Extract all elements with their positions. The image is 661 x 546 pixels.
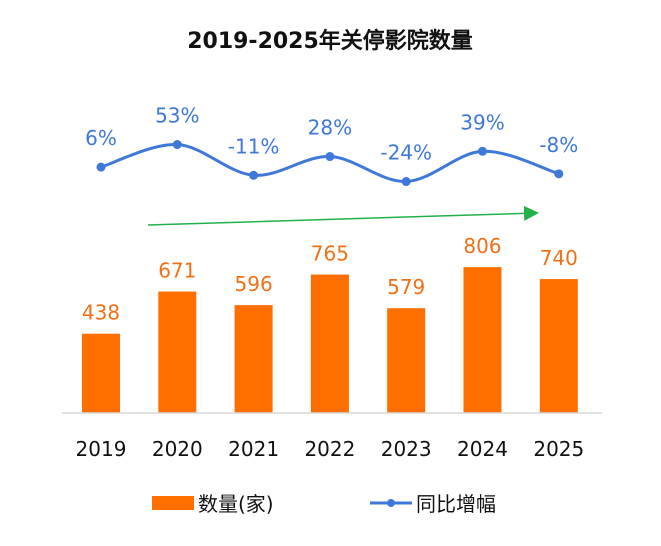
yoy-line-series: 6% 53% -11% 28% -24% 39% -8% — [85, 104, 578, 187]
x-tick-2021: 2021 — [228, 437, 279, 461]
legend-line-label: 同比增幅 — [416, 492, 496, 516]
yoy-label-2022: 28% — [308, 116, 352, 140]
bar-value-label-2020: 671 — [158, 259, 196, 283]
yoy-point-2023 — [401, 177, 411, 187]
x-tick-2024: 2024 — [457, 437, 508, 461]
x-tick-2023: 2023 — [381, 437, 432, 461]
legend: 数量(家) 同比增幅 — [152, 492, 496, 516]
yoy-label-2025: -8% — [539, 133, 578, 157]
x-tick-2020: 2020 — [152, 437, 203, 461]
yoy-label-2021: -11% — [228, 134, 280, 158]
trend-arrow — [147, 205, 539, 226]
yoy-point-2021 — [249, 170, 259, 180]
bar-2023 — [387, 308, 426, 413]
bar-series: 438 671 596 765 579 806 740 — [82, 234, 578, 413]
trend-arrow-line — [147, 205, 539, 226]
legend-bar-label: 数量(家) — [198, 492, 274, 516]
legend-line-marker — [387, 499, 395, 507]
bar-value-label-2024: 806 — [463, 234, 501, 258]
bar-2022 — [310, 274, 349, 413]
yoy-point-2022 — [325, 152, 335, 162]
bar-value-label-2023: 579 — [387, 275, 425, 299]
legend-bar-swatch — [152, 496, 194, 510]
yoy-line — [100, 143, 560, 184]
bar-value-label-2025: 740 — [540, 246, 578, 270]
yoy-label-2019: 6% — [85, 126, 117, 150]
yoy-label-2023: -24% — [380, 141, 432, 165]
x-tick-2025: 2025 — [533, 437, 584, 461]
bar-2021 — [234, 305, 273, 413]
yoy-point-2024 — [478, 146, 487, 156]
bar-2024 — [463, 267, 502, 413]
bar-2019 — [82, 333, 120, 413]
bar-value-label-2021: 596 — [235, 272, 273, 296]
x-axis-ticks: 2019 2020 2021 2022 2023 2024 2025 — [76, 437, 585, 461]
bar-value-label-2022: 765 — [311, 242, 349, 266]
yoy-label-2024: 39% — [460, 110, 504, 134]
yoy-label-2020: 53% — [155, 104, 199, 128]
yoy-point-2019 — [96, 162, 106, 172]
yoy-point-2025 — [554, 169, 564, 179]
bar-2025 — [539, 279, 578, 413]
x-tick-2019: 2019 — [76, 437, 127, 461]
yoy-point-2020 — [172, 140, 182, 150]
bar-value-label-2019: 438 — [82, 301, 120, 325]
bar-2020 — [158, 291, 197, 413]
x-tick-2022: 2022 — [304, 437, 355, 461]
chart-title: 2019-2025年关停影院数量 — [187, 28, 473, 54]
